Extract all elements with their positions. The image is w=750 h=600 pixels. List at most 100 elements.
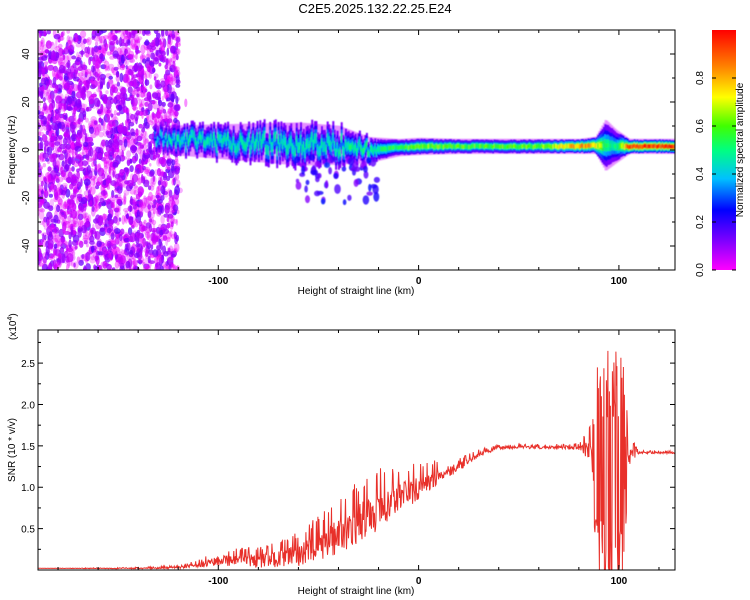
heatmap-noise-cell bbox=[85, 174, 89, 179]
heatmap-noise-cell bbox=[114, 251, 118, 260]
heatmap-noise-cell bbox=[67, 199, 74, 205]
heatmap-noise-cell bbox=[117, 124, 124, 134]
heatmap-noise-cell bbox=[94, 77, 98, 88]
heatmap-noise-cell bbox=[149, 60, 153, 66]
heatmap-noise-cell bbox=[130, 267, 133, 270]
heatmap-noise-cell bbox=[84, 174, 89, 179]
heatmap-noise-cell bbox=[117, 261, 122, 267]
heatmap-noise-cell bbox=[89, 157, 93, 162]
heatmap-noise-cell bbox=[114, 237, 120, 245]
heatmap-noise-cell bbox=[66, 263, 69, 270]
heatmap-noise-cell bbox=[135, 246, 140, 252]
heatmap-noise-cell bbox=[63, 85, 68, 90]
heatmap-noise-cell bbox=[140, 44, 146, 55]
heatmap-noise-cell bbox=[127, 52, 131, 59]
heatmap-noise-cell bbox=[55, 178, 60, 183]
heatmap-noise-cell bbox=[81, 103, 88, 112]
heatmap-noise-cell bbox=[139, 207, 144, 216]
heatmap-noise-cell bbox=[76, 62, 83, 72]
x-tick-label: 0 bbox=[416, 576, 422, 587]
heatmap-noise-cell bbox=[100, 64, 107, 70]
heatmap-noise-cell bbox=[166, 223, 170, 230]
heatmap-noise-cell bbox=[84, 38, 90, 43]
heatmap-noise-cell bbox=[130, 38, 137, 48]
y-tick-label: 2.0 bbox=[21, 400, 35, 411]
heatmap-noise-cell bbox=[114, 30, 122, 33]
heatmap-blob-cell bbox=[342, 199, 347, 206]
heatmap-noise-cell bbox=[175, 83, 181, 88]
heatmap-noise-cell bbox=[77, 117, 81, 125]
heatmap-noise-cell bbox=[142, 109, 148, 117]
heatmap-noise-cell bbox=[74, 34, 79, 43]
heatmap-noise-cell bbox=[94, 41, 99, 47]
heatmap-noise-cell bbox=[123, 196, 127, 205]
x-tick-label: 100 bbox=[611, 576, 628, 587]
heatmap-noise-cell bbox=[129, 216, 134, 225]
heatmap-noise-cell bbox=[62, 182, 68, 187]
heatmap-noise-cell bbox=[110, 40, 117, 46]
heatmap-noise-cell bbox=[156, 192, 160, 202]
heatmap-noise-cell bbox=[170, 93, 175, 102]
heatmap-noise-cell bbox=[45, 80, 48, 91]
heatmap-noise-cell bbox=[143, 86, 147, 90]
heatmap-noise-cell bbox=[66, 35, 71, 43]
colorbar-tick-label: 0.6 bbox=[695, 119, 706, 133]
heatmap-noise-cell bbox=[72, 234, 80, 243]
heatmap-noise-cell bbox=[59, 72, 64, 82]
heatmap-noise-cell bbox=[131, 157, 138, 162]
heatmap-noise-cell bbox=[45, 158, 50, 162]
heatmap-blob-cell bbox=[304, 185, 308, 193]
heatmap-noise-cell bbox=[130, 131, 136, 137]
y-tick-label: 0 bbox=[21, 147, 32, 153]
heatmap-noise-cell bbox=[121, 156, 128, 160]
heatmap-noise-cell bbox=[111, 170, 117, 179]
heatmap-noise-cell bbox=[60, 247, 64, 253]
heatmap-noise-cell bbox=[78, 76, 85, 85]
heatmap-noise-cell bbox=[82, 128, 87, 135]
heatmap-noise-cell bbox=[146, 45, 153, 50]
heatmap-noise-cell bbox=[167, 118, 173, 124]
heatmap-noise-cell bbox=[145, 196, 153, 201]
heatmap-noise-cell bbox=[92, 83, 96, 89]
heatmap-noise-cell bbox=[94, 202, 100, 212]
heatmap-noise-cell bbox=[41, 263, 48, 270]
heatmap-noise-cell bbox=[100, 184, 104, 192]
heatmap-noise-cell bbox=[60, 31, 64, 38]
heatmap-noise-cell bbox=[38, 47, 41, 52]
heatmap-noise-cell bbox=[93, 126, 97, 135]
heatmap-noise-cell bbox=[48, 185, 52, 193]
heatmap-noise-cell bbox=[43, 120, 47, 125]
heatmap-noise-cell bbox=[172, 204, 179, 212]
y-tick-label: 1.5 bbox=[21, 442, 35, 453]
heatmap-noise-cell bbox=[146, 234, 150, 241]
heatmap-noise-cell bbox=[43, 141, 50, 147]
heatmap-noise-cell bbox=[117, 131, 123, 142]
heatmap-noise-cell bbox=[43, 234, 47, 241]
heatmap-noise-cell bbox=[91, 58, 95, 62]
heatmap-noise-cell bbox=[134, 208, 137, 218]
heatmap-noise-cell bbox=[156, 254, 163, 265]
heatmap-noise-cell bbox=[114, 139, 118, 144]
heatmap-noise-cell bbox=[112, 153, 116, 161]
heatmap-noise-cell bbox=[49, 41, 54, 46]
heatmap-noise-cell bbox=[63, 241, 69, 246]
heatmap-noise-cell bbox=[115, 74, 121, 83]
colorbar-gradient bbox=[712, 30, 736, 270]
heatmap-noise-cell bbox=[112, 267, 116, 270]
heatmap-noise-cell bbox=[105, 90, 109, 95]
heatmap-noise-cell bbox=[94, 231, 101, 240]
heatmap-noise-cell bbox=[92, 249, 98, 259]
heatmap-noise-cell bbox=[46, 219, 51, 227]
heatmap-noise-cell bbox=[170, 253, 176, 258]
heatmap-blob-cell bbox=[365, 157, 372, 164]
heatmap-blob-cell bbox=[372, 184, 379, 195]
heatmap-noise-cell bbox=[48, 139, 55, 148]
heatmap-noise-cell bbox=[135, 232, 142, 238]
heatmap-noise-cell bbox=[175, 265, 181, 270]
heatmap-noise-cell bbox=[66, 117, 71, 121]
heatmap-noise-cell bbox=[138, 237, 144, 245]
heatmap-noise-cell bbox=[73, 262, 76, 268]
heatmap-noise-cell bbox=[89, 240, 95, 245]
heatmap-noise-cell bbox=[146, 57, 151, 62]
heatmap-noise-cell bbox=[58, 238, 64, 247]
